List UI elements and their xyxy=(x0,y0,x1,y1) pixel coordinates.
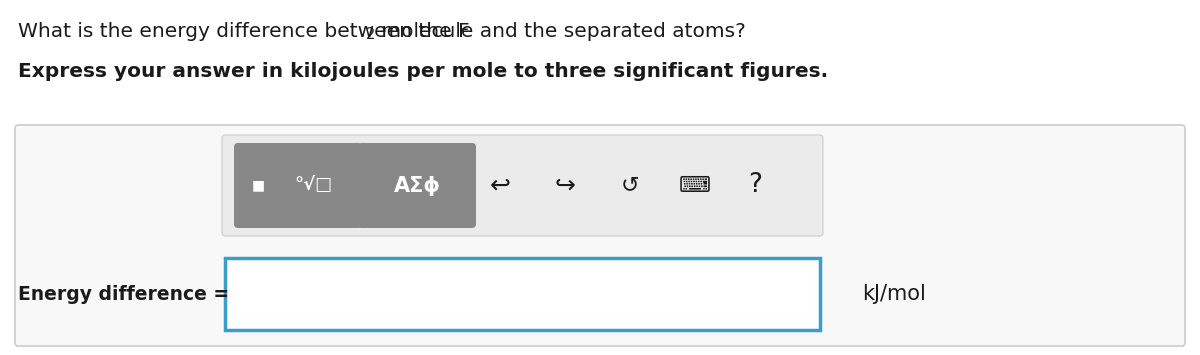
FancyBboxPatch shape xyxy=(14,125,1186,346)
Text: ⌨: ⌨ xyxy=(679,175,712,196)
Text: 2: 2 xyxy=(366,27,376,42)
Text: What is the energy difference between the F: What is the energy difference between th… xyxy=(18,22,469,41)
Text: ↺: ↺ xyxy=(620,175,640,196)
Text: Express your answer in kilojoules per mole to three significant figures.: Express your answer in kilojoules per mo… xyxy=(18,62,828,81)
Text: °√□: °√□ xyxy=(294,176,332,195)
FancyBboxPatch shape xyxy=(234,143,362,228)
Text: kJ/mol: kJ/mol xyxy=(862,284,926,304)
FancyBboxPatch shape xyxy=(358,143,476,228)
Text: AΣϕ: AΣϕ xyxy=(394,175,440,196)
Text: molecule and the separated atoms?: molecule and the separated atoms? xyxy=(376,22,746,41)
Bar xyxy=(226,258,820,330)
Text: ?: ? xyxy=(748,173,762,198)
Text: ↩: ↩ xyxy=(490,174,510,197)
Text: Energy difference =: Energy difference = xyxy=(18,284,229,304)
Text: ■: ■ xyxy=(252,179,264,192)
Text: ↪: ↪ xyxy=(554,174,576,197)
FancyBboxPatch shape xyxy=(222,135,823,236)
